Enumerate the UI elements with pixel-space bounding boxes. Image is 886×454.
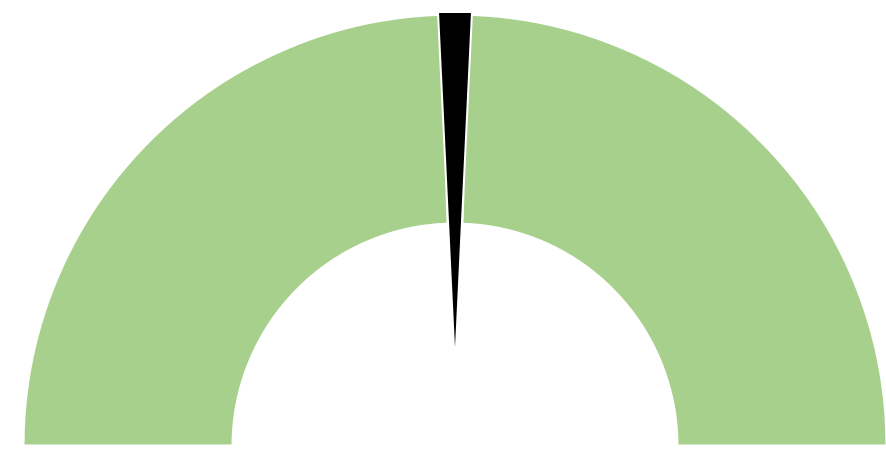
gauge-segment-2 [460, 12, 886, 448]
gauge-needle-layer [436, 11, 474, 369]
gauge-band-layer [21, 12, 886, 448]
gauge-needle [436, 11, 474, 369]
gauge-segment-1 [21, 12, 450, 448]
